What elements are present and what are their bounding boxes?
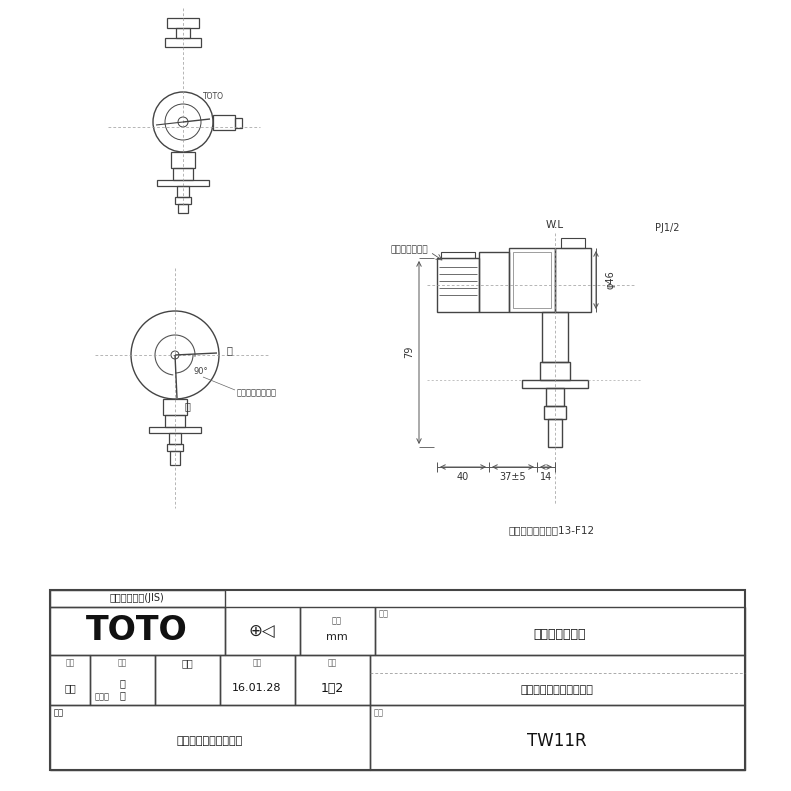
Text: 図番: 図番 xyxy=(374,709,384,717)
Bar xyxy=(441,252,475,258)
Bar xyxy=(171,152,195,168)
Bar xyxy=(167,444,183,451)
Bar xyxy=(175,197,191,204)
Bar xyxy=(370,705,745,770)
Text: ハンドル回転角度: ハンドル回転角度 xyxy=(237,388,277,398)
Bar xyxy=(177,186,189,197)
Bar xyxy=(173,168,193,180)
Bar xyxy=(548,419,562,447)
Bar xyxy=(437,258,479,312)
Bar xyxy=(50,705,370,770)
Text: φ46: φ46 xyxy=(605,271,615,290)
Bar xyxy=(513,252,551,308)
Text: 図番: 図番 xyxy=(54,709,64,717)
Bar xyxy=(522,380,588,388)
Bar xyxy=(50,655,90,705)
Text: 開: 開 xyxy=(185,401,191,411)
Bar xyxy=(167,18,199,28)
Text: ⊕◁: ⊕◁ xyxy=(248,622,275,640)
Bar xyxy=(170,451,180,465)
Bar xyxy=(213,115,235,130)
Text: 16.01.28: 16.01.28 xyxy=(233,683,282,693)
Text: TW11R: TW11R xyxy=(527,732,587,750)
Text: 小林: 小林 xyxy=(64,683,76,693)
Text: 79: 79 xyxy=(404,346,414,358)
Bar xyxy=(370,655,745,705)
Text: 洗濯機用横水栓: 洗濯機用横水栓 xyxy=(534,629,586,642)
Text: 90°: 90° xyxy=(193,366,207,376)
Bar xyxy=(375,607,745,655)
Text: 14: 14 xyxy=(540,472,552,482)
Text: ホース接続形、緊急止水: ホース接続形、緊急止水 xyxy=(520,685,593,695)
Bar xyxy=(479,252,509,312)
Text: 1：2: 1：2 xyxy=(320,682,343,694)
Text: 尺度: 尺度 xyxy=(327,658,337,668)
Bar xyxy=(295,655,370,705)
Text: 今: 今 xyxy=(119,678,125,688)
Text: W.L: W.L xyxy=(546,220,564,230)
Text: mm: mm xyxy=(326,632,348,642)
Bar xyxy=(50,590,225,607)
Bar xyxy=(540,362,570,380)
Text: 緊急止水弁・逆止弁付: 緊急止水弁・逆止弁付 xyxy=(177,736,243,746)
Text: 40: 40 xyxy=(457,472,469,482)
Text: ペールホワイト: ペールホワイト xyxy=(390,245,428,255)
Bar xyxy=(542,312,568,362)
Text: 37±5: 37±5 xyxy=(500,472,526,482)
Bar xyxy=(220,655,295,705)
Bar xyxy=(555,248,591,312)
Bar xyxy=(155,655,220,705)
Text: 水道法適合品(JIS): 水道法適合品(JIS) xyxy=(110,593,165,603)
Text: 宮: 宮 xyxy=(119,690,125,700)
Text: TOTO: TOTO xyxy=(203,92,224,100)
Bar xyxy=(561,238,585,248)
Text: 日付: 日付 xyxy=(252,658,262,668)
Bar xyxy=(90,655,155,705)
Text: TOTO: TOTO xyxy=(86,615,188,648)
Bar xyxy=(300,607,375,655)
Text: 閉: 閉 xyxy=(227,345,233,355)
Bar xyxy=(546,388,564,406)
Bar xyxy=(178,204,188,213)
Text: （都）: （都） xyxy=(95,692,110,702)
Text: 廣村: 廣村 xyxy=(181,658,193,668)
Bar xyxy=(544,406,566,419)
Bar xyxy=(157,180,209,186)
Text: PJ1/2: PJ1/2 xyxy=(656,223,680,233)
Text: 国土交通省記号：13-F12: 国土交通省記号：13-F12 xyxy=(509,525,595,535)
Bar xyxy=(225,607,300,655)
Text: 製図: 製図 xyxy=(66,658,74,668)
Text: 単位: 単位 xyxy=(332,616,342,626)
Bar xyxy=(509,248,555,312)
Text: 備考: 備考 xyxy=(54,709,64,717)
Bar xyxy=(163,399,187,415)
Bar xyxy=(165,38,201,47)
Text: 検図: 検図 xyxy=(117,658,127,668)
Bar xyxy=(235,118,242,128)
Text: 名称: 名称 xyxy=(379,610,389,619)
Bar xyxy=(149,427,201,433)
Bar xyxy=(176,28,190,38)
Bar xyxy=(169,433,181,444)
Bar xyxy=(50,607,225,655)
Bar xyxy=(50,590,745,770)
Bar xyxy=(165,415,185,427)
